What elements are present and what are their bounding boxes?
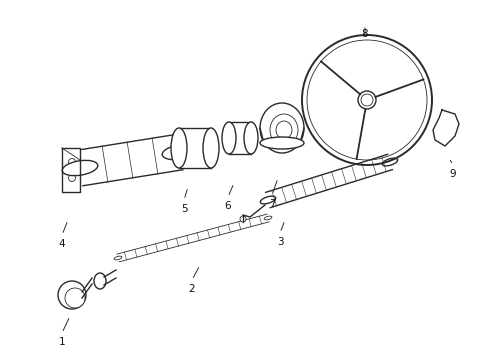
Polygon shape: [77, 134, 183, 186]
Ellipse shape: [270, 114, 298, 146]
Text: 5: 5: [181, 204, 187, 214]
Polygon shape: [62, 148, 80, 192]
Ellipse shape: [62, 160, 98, 176]
Ellipse shape: [171, 128, 187, 168]
Ellipse shape: [69, 175, 75, 181]
Text: 2: 2: [189, 284, 196, 294]
Ellipse shape: [244, 122, 258, 154]
Polygon shape: [433, 110, 459, 146]
Ellipse shape: [203, 128, 219, 168]
Ellipse shape: [264, 216, 272, 220]
Text: 4: 4: [59, 239, 65, 249]
Ellipse shape: [240, 216, 246, 222]
Ellipse shape: [260, 196, 276, 204]
Text: 9: 9: [450, 169, 456, 179]
Ellipse shape: [94, 273, 106, 289]
Polygon shape: [117, 214, 269, 262]
Ellipse shape: [222, 122, 236, 154]
Ellipse shape: [276, 121, 292, 139]
Ellipse shape: [358, 91, 376, 109]
Text: 3: 3: [277, 237, 283, 247]
Ellipse shape: [260, 137, 304, 149]
Polygon shape: [229, 122, 251, 154]
Text: 6: 6: [225, 201, 231, 211]
Text: 7: 7: [269, 199, 275, 209]
Ellipse shape: [260, 103, 304, 153]
Ellipse shape: [382, 158, 398, 166]
Ellipse shape: [114, 256, 122, 260]
Ellipse shape: [69, 158, 75, 166]
Ellipse shape: [361, 94, 373, 106]
Text: 1: 1: [59, 337, 65, 347]
Polygon shape: [179, 128, 211, 168]
Ellipse shape: [58, 281, 86, 309]
Ellipse shape: [162, 144, 198, 159]
Polygon shape: [266, 154, 392, 208]
Text: 8: 8: [362, 29, 368, 39]
Ellipse shape: [441, 121, 449, 131]
Ellipse shape: [65, 288, 85, 308]
